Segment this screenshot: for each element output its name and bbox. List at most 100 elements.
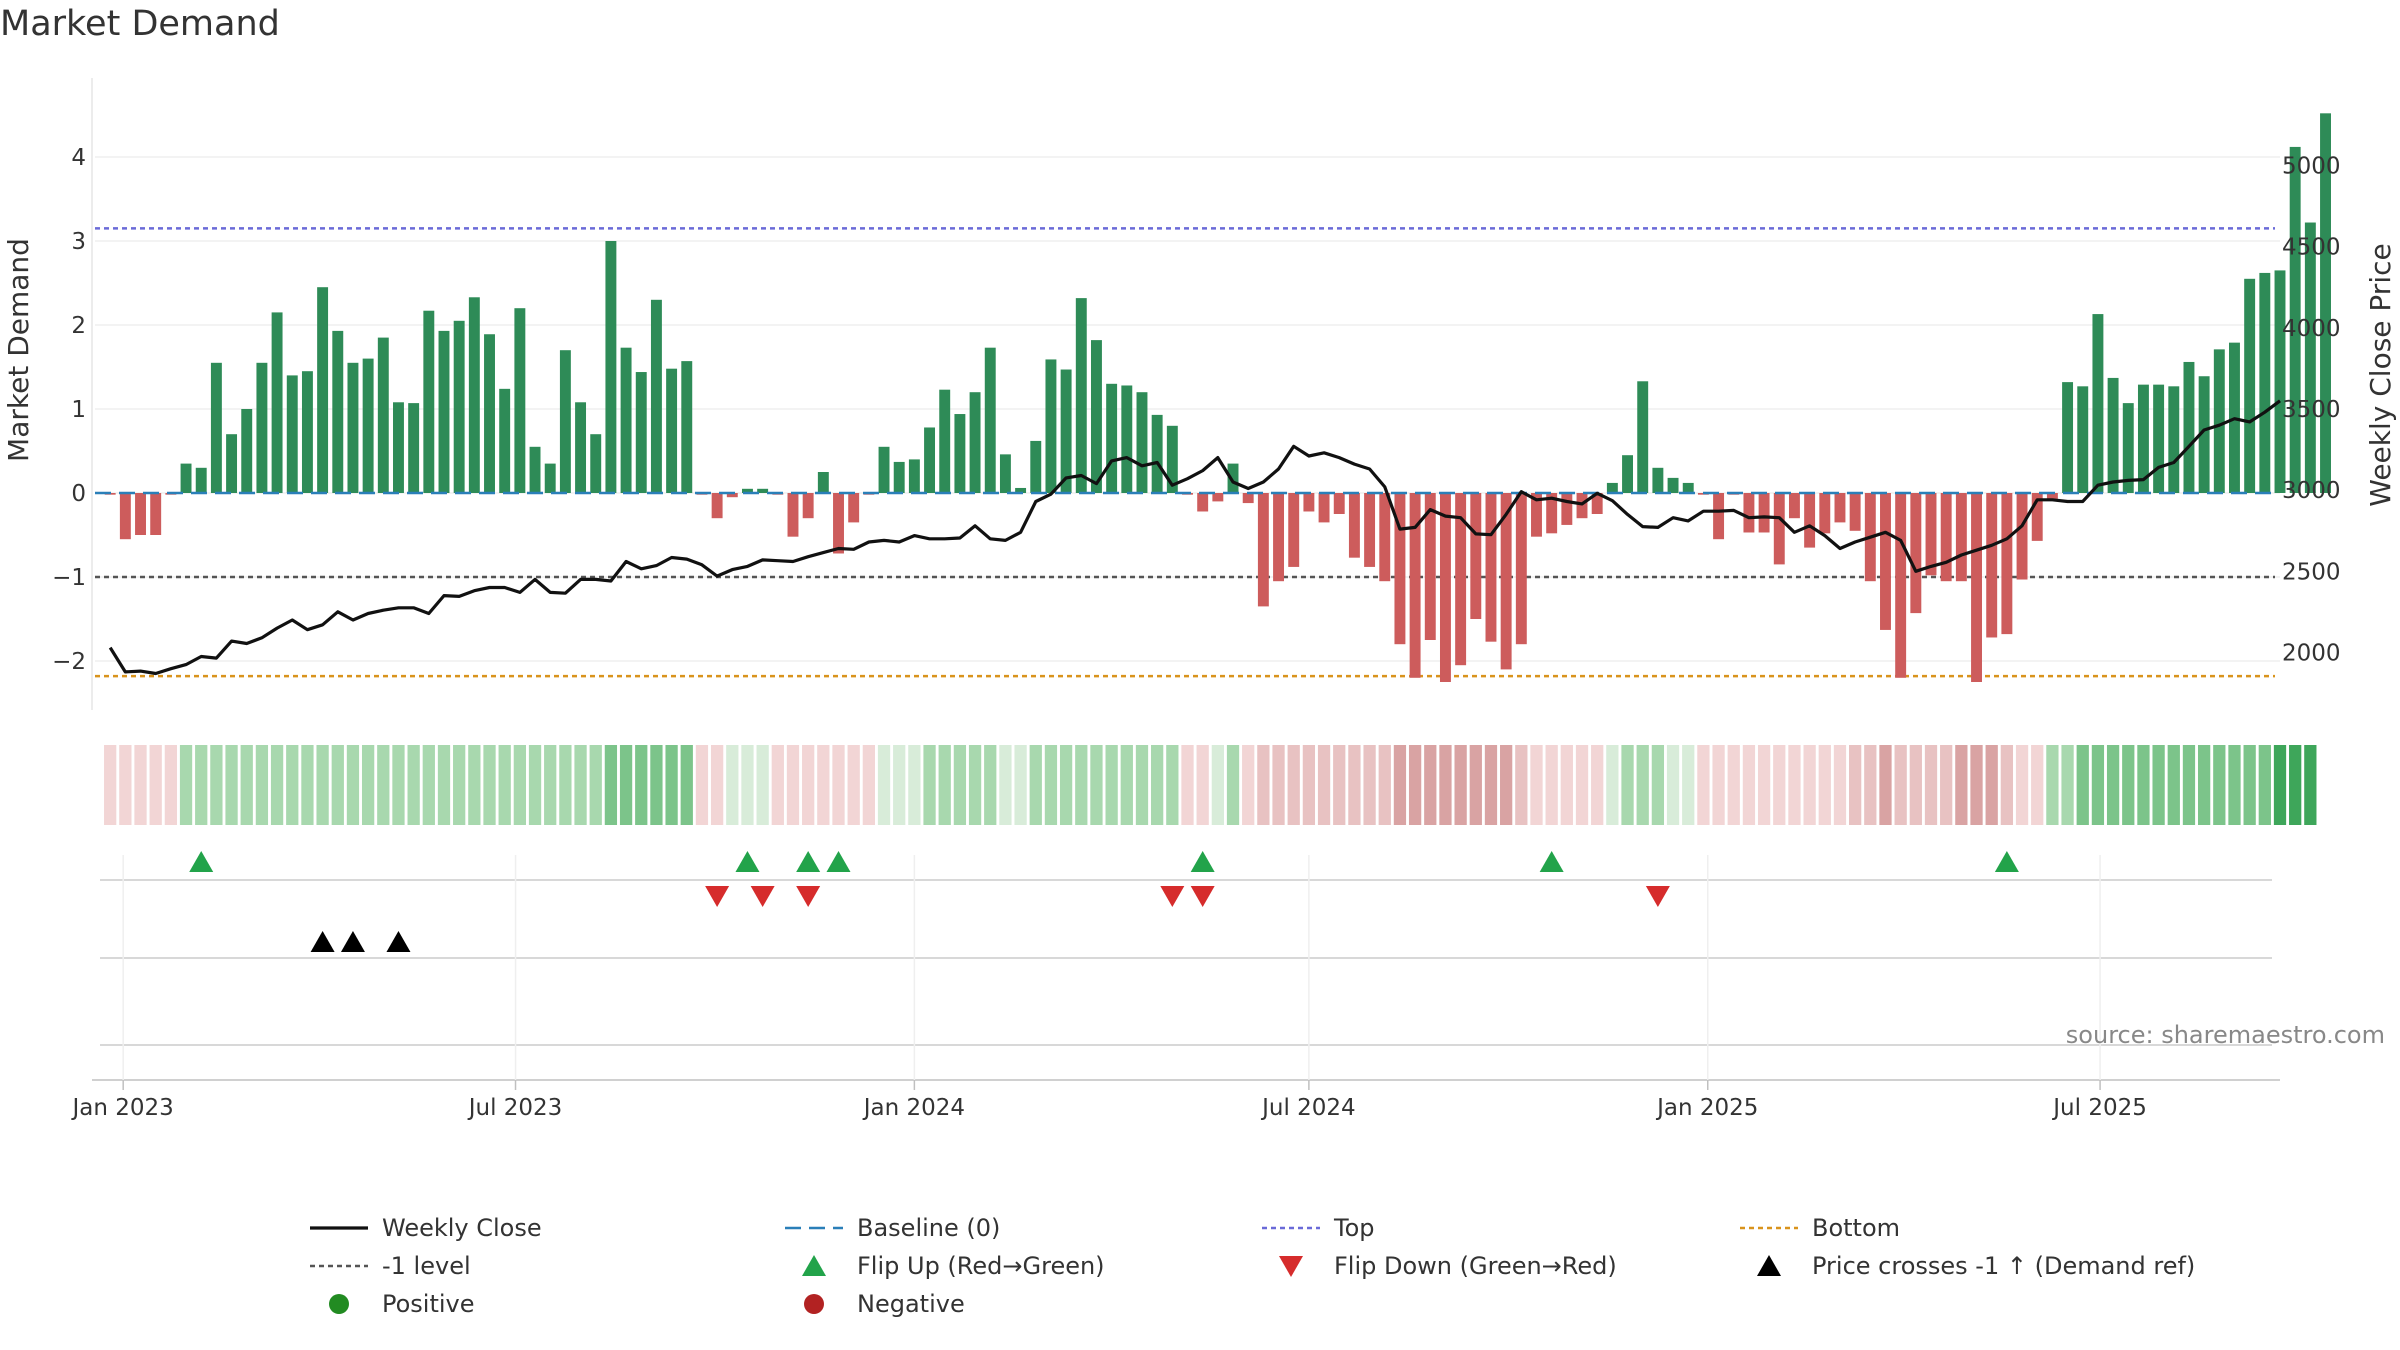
heat-cell bbox=[680, 745, 693, 825]
positive-bar bbox=[1682, 482, 1694, 493]
heat-cell bbox=[1879, 745, 1892, 825]
heat-cell bbox=[1560, 745, 1573, 825]
negative-bar bbox=[1379, 493, 1391, 582]
positive-bar bbox=[271, 312, 283, 493]
positive-bar bbox=[1166, 425, 1178, 493]
positive-bar bbox=[499, 388, 511, 493]
heat-cell bbox=[316, 745, 329, 825]
y-tick-label: 0 bbox=[71, 481, 86, 507]
positive-bar bbox=[1652, 467, 1664, 493]
negative-bar bbox=[119, 493, 131, 540]
positive-bar bbox=[544, 463, 556, 493]
y-tick-label: 1 bbox=[71, 397, 86, 423]
heat-cell bbox=[1469, 745, 1482, 825]
y2-tick-label: 2000 bbox=[2282, 640, 2341, 666]
heat-cell bbox=[528, 745, 542, 825]
y2-tick-label: 2500 bbox=[2282, 559, 2341, 585]
heat-cell bbox=[195, 745, 208, 825]
negative-bar bbox=[1273, 493, 1285, 582]
heat-cell bbox=[1849, 745, 1862, 825]
heat-cell bbox=[2106, 745, 2120, 825]
heat-cell bbox=[453, 745, 466, 825]
positive-bar bbox=[195, 467, 207, 493]
negative-bar bbox=[1743, 493, 1755, 533]
heat-cell bbox=[1970, 745, 1983, 825]
heat-cell bbox=[893, 745, 906, 825]
legend-label-top: Top bbox=[1333, 1214, 1375, 1242]
positive-bar bbox=[999, 454, 1011, 493]
heat-cell bbox=[665, 745, 678, 825]
heat-cell bbox=[1575, 745, 1589, 825]
heat-cell bbox=[726, 745, 739, 825]
heat-cell bbox=[953, 745, 967, 825]
x-axis-ticks: Jan 2023 Jul 2023 Jan 2024 Jul 2024 Jan 2025… bbox=[71, 1080, 2147, 1121]
positive-bar bbox=[332, 330, 344, 493]
positive-bar bbox=[2213, 349, 2225, 493]
heat-cell bbox=[2031, 745, 2044, 825]
negative-bar bbox=[1318, 493, 1330, 523]
heat-cell bbox=[1697, 745, 1710, 825]
heat-cell bbox=[2213, 745, 2226, 825]
negative-bar bbox=[1546, 493, 1558, 534]
heat-cell bbox=[695, 745, 709, 825]
heat-cell bbox=[301, 745, 314, 825]
heat-cell bbox=[2228, 745, 2241, 825]
heat-cell bbox=[817, 745, 830, 825]
flip-down-marker bbox=[1160, 886, 1185, 907]
heat-cell bbox=[2152, 745, 2165, 825]
heat-cell bbox=[468, 745, 481, 825]
heat-cell bbox=[1803, 745, 1816, 825]
heat-cell bbox=[2046, 745, 2059, 825]
positive-bar bbox=[2122, 403, 2134, 493]
page-title: Market Demand bbox=[0, 4, 280, 44]
y2-axis-label: Weekly Close Price bbox=[2364, 243, 2397, 506]
legend-swatch-positive bbox=[329, 1294, 349, 1314]
heat-cell bbox=[1272, 745, 1285, 825]
heat-cell bbox=[1545, 745, 1558, 825]
heat-cell bbox=[786, 745, 800, 825]
legend-label-bottom: Bottom bbox=[1812, 1214, 1900, 1242]
flip-down-marker bbox=[1645, 886, 1670, 907]
flip-down-marker bbox=[1190, 886, 1215, 907]
heat-cell bbox=[1059, 745, 1073, 825]
positive-bar bbox=[575, 402, 587, 493]
x-tick-label: Jan 2023 bbox=[71, 1095, 174, 1121]
negative-bar bbox=[1303, 493, 1315, 512]
negative-bar bbox=[1788, 493, 1800, 519]
positive-bar bbox=[226, 434, 238, 493]
legend-label-baseline: Baseline (0) bbox=[857, 1214, 1000, 1242]
positive-bar bbox=[2183, 361, 2195, 493]
positive-bar bbox=[939, 389, 951, 493]
heat-cell bbox=[862, 745, 875, 825]
positive-bar bbox=[984, 347, 996, 493]
y2-tick-label: 4500 bbox=[2282, 235, 2341, 261]
negative-bar bbox=[802, 493, 814, 519]
heat-cell bbox=[210, 745, 223, 825]
negative-bar bbox=[1561, 493, 1573, 525]
negative-bar bbox=[833, 493, 844, 554]
positive-bar bbox=[2168, 386, 2180, 493]
heat-cell bbox=[877, 745, 891, 825]
negative-bar bbox=[1819, 493, 1831, 534]
heat-cell bbox=[483, 745, 496, 825]
heat-cell bbox=[1211, 745, 1224, 825]
legend: Weekly Close Baseline (0) Top Bottom -1 leve… bbox=[310, 1214, 2195, 1318]
positive-bar bbox=[2244, 278, 2256, 493]
heat-cell bbox=[1454, 745, 1467, 825]
heat-cell bbox=[1924, 745, 1938, 825]
positive-bar bbox=[590, 434, 602, 493]
heat-cell bbox=[1302, 745, 1316, 825]
heat-cell bbox=[1333, 745, 1346, 825]
negative-bar bbox=[150, 493, 162, 535]
negative-bar bbox=[1348, 493, 1360, 558]
heat-cell bbox=[1090, 745, 1103, 825]
heat-cell bbox=[134, 745, 147, 825]
positive-bar bbox=[529, 446, 541, 493]
heat-cell bbox=[1196, 745, 1209, 825]
heat-cell bbox=[984, 745, 997, 825]
heat-cell bbox=[1014, 745, 1027, 825]
heat-cell bbox=[1135, 745, 1149, 825]
legend-swatch-price-cross bbox=[1757, 1255, 1781, 1276]
negative-bar bbox=[1986, 493, 1998, 638]
heat-cell bbox=[741, 745, 754, 825]
